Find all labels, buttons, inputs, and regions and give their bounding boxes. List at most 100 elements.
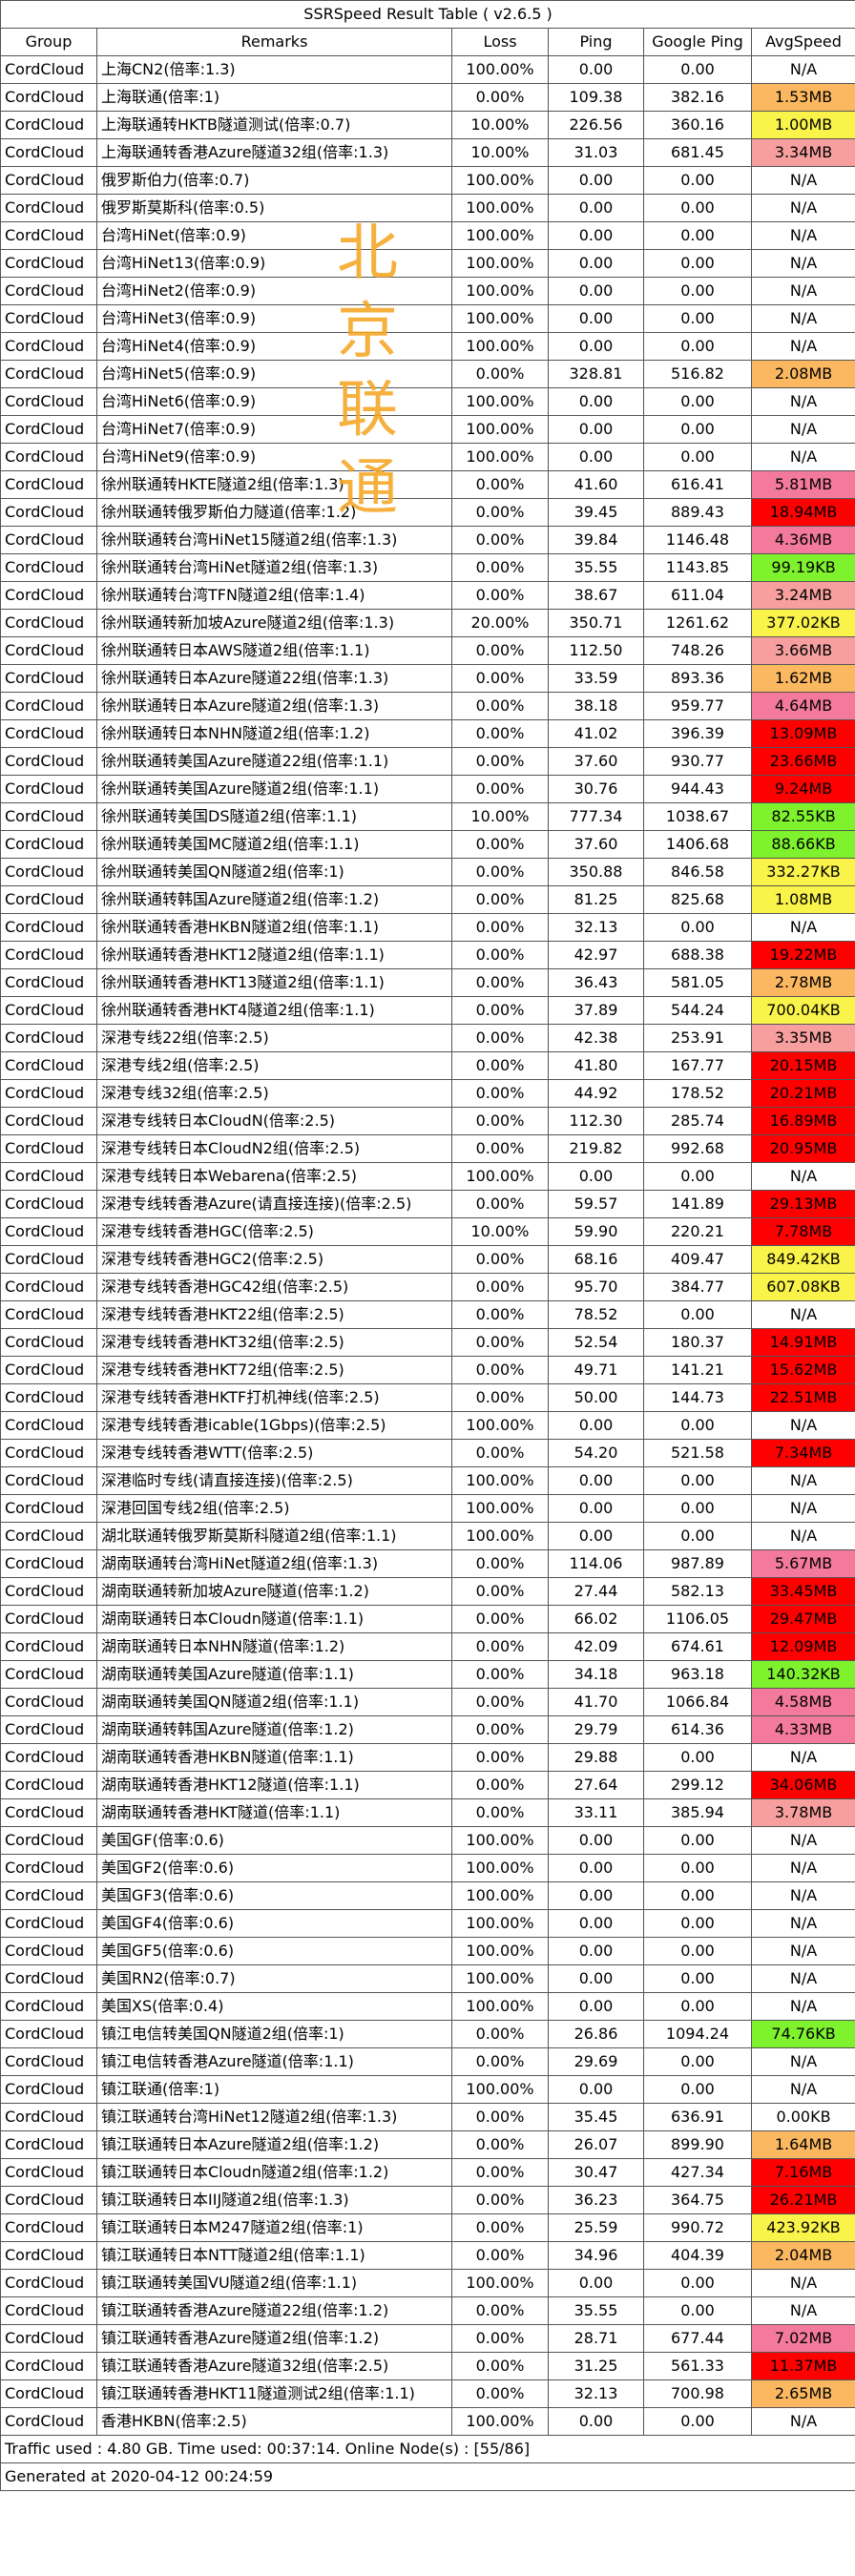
table-row: CordCloud 镇江联通转日本M247隧道2组(倍率:1) 0.00% 25.59… xyxy=(0,2213,855,2242)
remarks-cell: 深港专线转日本CloudN2组(倍率:2.5) xyxy=(96,1134,452,1163)
group-cell: CordCloud xyxy=(0,249,97,278)
loss-cell: 100.00% xyxy=(451,55,549,84)
ping-cell: 0.00 xyxy=(548,387,644,416)
ping-cell: 0.00 xyxy=(548,1466,644,1495)
remarks-cell: 台湾HiNet3(倍率:0.9) xyxy=(96,304,452,333)
loss-cell: 0.00% xyxy=(451,1798,549,1827)
group-cell: CordCloud xyxy=(0,609,97,637)
table-row: CordCloud 台湾HiNet7(倍率:0.9) 100.00% 0.00 0.00… xyxy=(0,415,855,444)
avgspeed-cell: 2.78MB xyxy=(750,968,855,997)
remarks-cell: 俄罗斯伯力(倍率:0.7) xyxy=(96,166,452,195)
avgspeed-cell: 1.64MB xyxy=(750,2130,855,2159)
ping-cell: 30.76 xyxy=(548,775,644,803)
remarks-cell: 台湾HiNet(倍率:0.9) xyxy=(96,221,452,250)
loss-cell: 10.00% xyxy=(451,138,549,167)
loss-cell: 100.00% xyxy=(451,415,549,444)
table-row: CordCloud 徐州联通转韩国Azure隧道2组(倍率:1.2) 0.00% 81… xyxy=(0,885,855,914)
header-group: Group xyxy=(0,28,97,56)
group-cell: CordCloud xyxy=(0,387,97,416)
remarks-cell: 美国RN2(倍率:0.7) xyxy=(96,1964,452,1993)
group-cell: CordCloud xyxy=(0,111,97,139)
loss-cell: 100.00% xyxy=(451,1522,549,1550)
loss-cell: 0.00% xyxy=(451,1300,549,1329)
group-cell: CordCloud xyxy=(0,332,97,361)
google-ping-cell: 582.13 xyxy=(643,1577,752,1606)
avgspeed-cell: N/A xyxy=(750,1854,855,1882)
google-ping-cell: 0.00 xyxy=(643,277,752,305)
avgspeed-cell: N/A xyxy=(750,1466,855,1495)
loss-cell: 0.00% xyxy=(451,1577,549,1606)
avgspeed-cell: 22.51MB xyxy=(750,1383,855,1412)
ping-cell: 30.47 xyxy=(548,2158,644,2187)
remarks-cell: 湖南联通转香港HKBN隧道(倍率:1.1) xyxy=(96,1743,452,1772)
group-cell: CordCloud xyxy=(0,664,97,693)
avgspeed-cell: 33.45MB xyxy=(750,1577,855,1606)
google-ping-cell: 382.16 xyxy=(643,83,752,112)
avgspeed-cell: 34.06MB xyxy=(750,1771,855,1799)
avgspeed-cell: 0.00KB xyxy=(750,2103,855,2131)
avgspeed-cell: N/A xyxy=(750,2407,855,2436)
google-ping-cell: 700.98 xyxy=(643,2379,752,2408)
remarks-cell: 徐州联通转新加坡Azure隧道2组(倍率:1.3) xyxy=(96,609,452,637)
table-row: CordCloud 台湾HiNet6(倍率:0.9) 100.00% 0.00 0.00… xyxy=(0,387,855,416)
google-ping-cell: 0.00 xyxy=(643,2269,752,2297)
google-ping-cell: 0.00 xyxy=(643,249,752,278)
avgspeed-cell: 2.04MB xyxy=(750,2241,855,2270)
google-ping-cell: 409.47 xyxy=(643,1245,752,1274)
remarks-cell: 湖南联通转日本NHN隧道(倍率:1.2) xyxy=(96,1632,452,1661)
ping-cell: 109.38 xyxy=(548,83,644,112)
table-row: CordCloud 徐州联通转日本Azure隧道2组(倍率:1.3) 0.00% 38… xyxy=(0,692,855,720)
remarks-cell: 徐州联通转HKTE隧道2组(倍率:1.3) xyxy=(96,470,452,499)
group-cell: CordCloud xyxy=(0,2213,97,2242)
ping-cell: 35.55 xyxy=(548,553,644,582)
remarks-cell: 台湾HiNet13(倍率:0.9) xyxy=(96,249,452,278)
group-cell: CordCloud xyxy=(0,1909,97,1938)
loss-cell: 0.00% xyxy=(451,968,549,997)
avgspeed-cell: 4.33MB xyxy=(750,1715,855,1744)
ping-cell: 0.00 xyxy=(548,1411,644,1440)
table-row: CordCloud 徐州联通转新加坡Azure隧道2组(倍率:1.3) 20.00%… xyxy=(0,609,855,637)
loss-cell: 100.00% xyxy=(451,2269,549,2297)
avgspeed-cell: N/A xyxy=(750,1881,855,1910)
loss-cell: 0.00% xyxy=(451,664,549,693)
title-row: SSRSpeed Result Table ( v2.6.5 ) xyxy=(0,0,855,29)
ping-cell: 0.00 xyxy=(548,1992,644,2021)
ping-cell: 29.69 xyxy=(548,2047,644,2076)
table-row: CordCloud 美国XS(倍率:0.4) 100.00% 0.00 0.00 N/A xyxy=(0,1992,855,2021)
table-row: CordCloud 徐州联通转美国MC隧道2组(倍率:1.1) 0.00% 37.60… xyxy=(0,830,855,859)
google-ping-cell: 299.12 xyxy=(643,1771,752,1799)
loss-cell: 0.00% xyxy=(451,2379,549,2408)
group-cell: CordCloud xyxy=(0,1660,97,1689)
ping-cell: 44.92 xyxy=(548,1079,644,1108)
avgspeed-cell: 3.78MB xyxy=(750,1798,855,1827)
google-ping-cell: 385.94 xyxy=(643,1798,752,1827)
google-ping-cell: 944.43 xyxy=(643,775,752,803)
remarks-cell: 徐州联通转俄罗斯伯力隧道(倍率:1.2) xyxy=(96,498,452,527)
loss-cell: 100.00% xyxy=(451,194,549,222)
table-row: CordCloud 深港回国专线2组(倍率:2.5) 100.00% 0.00 0.00… xyxy=(0,1494,855,1523)
avgspeed-cell: N/A xyxy=(750,1964,855,1993)
ping-cell: 112.50 xyxy=(548,636,644,665)
avgspeed-cell: 4.58MB xyxy=(750,1688,855,1716)
remarks-cell: 美国GF3(倍率:0.6) xyxy=(96,1881,452,1910)
group-cell: CordCloud xyxy=(0,166,97,195)
table-row: CordCloud 湖南联通转日本Cloudn隧道(倍率:1.1) 0.00% 66.… xyxy=(0,1605,855,1633)
remarks-cell: 深港专线转香港HGC(倍率:2.5) xyxy=(96,1217,452,1246)
loss-cell: 0.00% xyxy=(451,2186,549,2214)
group-cell: CordCloud xyxy=(0,498,97,527)
remarks-cell: 香港HKBN(倍率:2.5) xyxy=(96,2407,452,2436)
table-row: CordCloud 湖北联通转俄罗斯莫斯科隧道2组(倍率:1.1) 100.00% 0… xyxy=(0,1522,855,1550)
loss-cell: 0.00% xyxy=(451,498,549,527)
avgspeed-cell: 1.53MB xyxy=(750,83,855,112)
loss-cell: 0.00% xyxy=(451,1134,549,1163)
avgspeed-cell: N/A xyxy=(750,194,855,222)
google-ping-cell: 0.00 xyxy=(643,2407,752,2436)
google-ping-cell: 1094.24 xyxy=(643,2020,752,2048)
group-cell: CordCloud xyxy=(0,830,97,859)
avgspeed-cell: 9.24MB xyxy=(750,775,855,803)
group-cell: CordCloud xyxy=(0,415,97,444)
avgspeed-cell: 99.19KB xyxy=(750,553,855,582)
loss-cell: 0.00% xyxy=(451,2296,549,2325)
footer-generated: Generated at 2020-04-12 00:24:59 xyxy=(0,2462,855,2491)
ping-cell: 0.00 xyxy=(548,332,644,361)
